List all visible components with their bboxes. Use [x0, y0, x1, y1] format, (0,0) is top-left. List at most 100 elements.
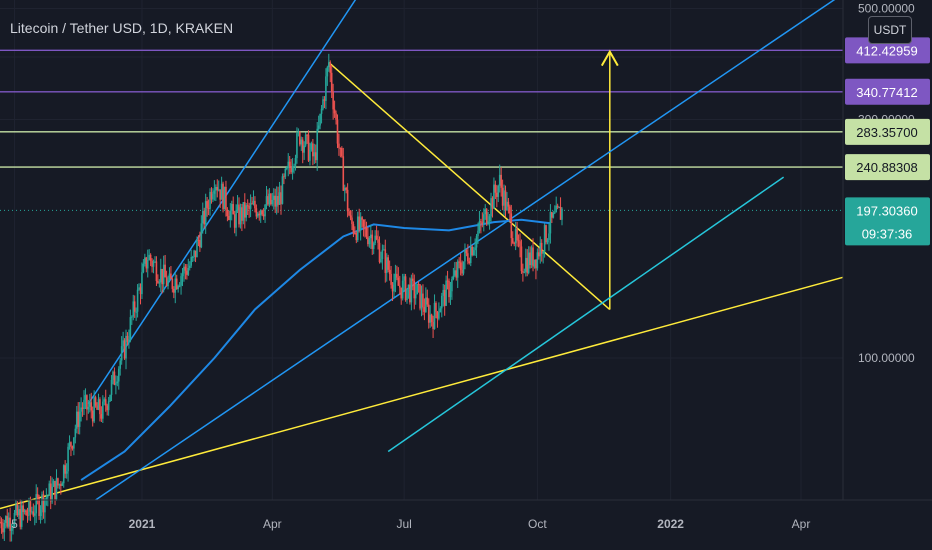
trend-line [328, 61, 611, 311]
candle-down [171, 278, 174, 289]
candle-down [126, 335, 129, 342]
candle-up [242, 202, 245, 221]
candle-up [209, 191, 211, 209]
candle-down [54, 480, 56, 500]
candle-up [148, 254, 150, 260]
candle-up [193, 250, 195, 257]
candle-up [555, 205, 558, 213]
candle-up [45, 497, 48, 500]
candle-down [94, 397, 97, 406]
candle-up [125, 335, 127, 359]
candle-down [346, 189, 349, 212]
candle-up [310, 143, 313, 150]
price-level-text: 283.35700 [856, 125, 917, 140]
candle-down [149, 254, 152, 261]
candle-down [145, 257, 148, 269]
candle-up [393, 282, 395, 292]
price-labels: 412.42959 340.77412 283.35700 240.88308 197.… [845, 37, 930, 246]
candle-up [20, 505, 23, 527]
candle-up [322, 99, 324, 109]
candle-down [396, 273, 398, 278]
candle-down [283, 176, 285, 178]
candle-up [128, 339, 130, 342]
candle-up [107, 401, 110, 411]
candle-up [410, 278, 413, 303]
candle-up [181, 273, 184, 277]
candle-down [49, 483, 52, 502]
candle-down [520, 246, 523, 272]
candle-up [317, 125, 320, 129]
currency-button[interactable]: USDT [868, 16, 912, 44]
candle-up [472, 250, 475, 256]
candle-up [97, 399, 100, 410]
candle-up [454, 270, 456, 276]
candle-up [539, 242, 542, 257]
candle-down [436, 311, 439, 319]
candle-down [64, 465, 66, 474]
candle-up [380, 259, 382, 263]
candle-up [55, 478, 58, 500]
candle-up [89, 402, 91, 407]
candle-down [22, 505, 24, 513]
candle-down [455, 270, 458, 278]
candle-up [142, 263, 145, 273]
candle-up [309, 149, 311, 161]
x-tick-label: 2022 [657, 517, 684, 531]
candle-up [146, 259, 149, 269]
candle-up [144, 257, 146, 264]
candle-up [23, 510, 26, 513]
candle-down [104, 399, 107, 406]
candle-up [474, 247, 476, 251]
candle-up [213, 190, 216, 194]
candle-down [509, 206, 511, 214]
candle-down [330, 72, 333, 93]
candle-down [348, 211, 350, 216]
candle-up [558, 207, 560, 209]
candle-up [67, 446, 69, 472]
candle-down [151, 260, 153, 267]
candle-down [417, 283, 420, 285]
candle-down [540, 242, 543, 254]
candle-up [13, 512, 16, 527]
candle-up [523, 271, 526, 273]
candle-down [2, 528, 4, 533]
candle-down [96, 405, 98, 410]
candle-up [420, 293, 423, 309]
candle-up [154, 261, 156, 263]
candle-down [426, 297, 429, 305]
candle-down [358, 216, 361, 230]
chart-grid [0, 0, 843, 500]
candle-down [556, 205, 559, 208]
candle-up [152, 261, 155, 267]
candle-up [542, 251, 544, 254]
candle-down [6, 516, 9, 527]
candle-up [41, 494, 43, 510]
candle-down [71, 446, 74, 449]
x-tick-label: Apr [263, 517, 282, 531]
candle-up [191, 256, 194, 258]
candle-up [439, 308, 442, 313]
candle-down [352, 224, 355, 233]
candle-up [117, 368, 120, 382]
candle-down [25, 510, 27, 516]
candle-down [398, 285, 401, 288]
candle-up [116, 381, 119, 384]
candle-up [115, 383, 117, 385]
candle-up [10, 528, 13, 531]
candle-up [83, 399, 85, 410]
candle-up [553, 212, 556, 214]
candle-up [487, 221, 489, 224]
candle-up [394, 273, 397, 283]
candle-down [435, 302, 437, 312]
candle-up [264, 204, 266, 217]
candle-up [188, 265, 191, 269]
candle-down [254, 200, 256, 209]
candle-down [481, 222, 484, 224]
candle-up [406, 288, 408, 301]
candle-up [187, 268, 190, 275]
candle-down [157, 280, 159, 283]
candle-down [139, 287, 142, 295]
candle-down [307, 134, 310, 161]
candle-down [522, 271, 524, 273]
